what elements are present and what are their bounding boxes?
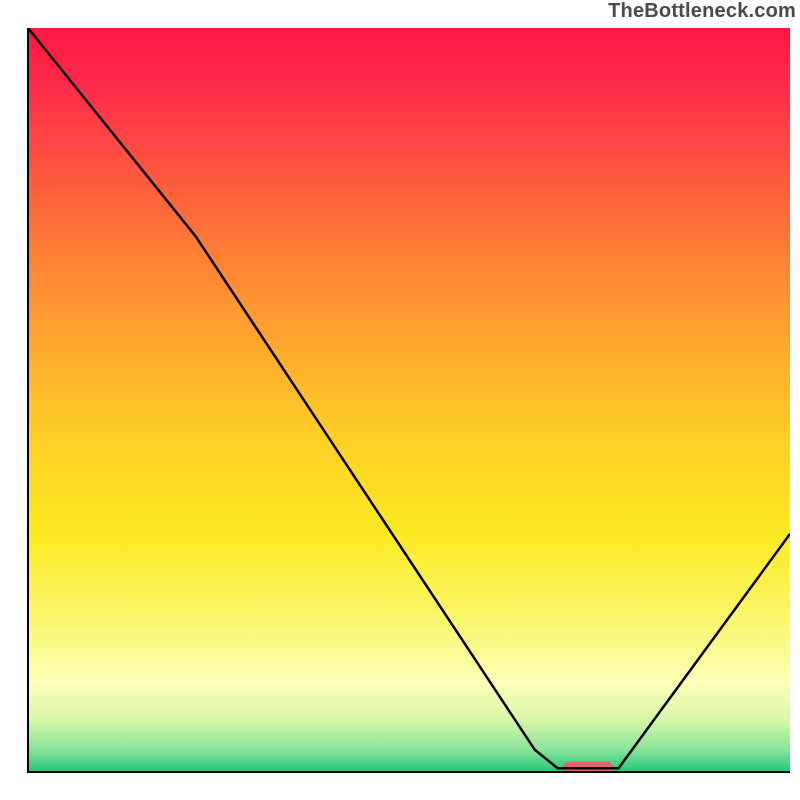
watermark-text: TheBottleneck.com [608, 0, 796, 23]
gradient-background [28, 28, 790, 772]
chart-container: TheBottleneck.com [0, 0, 800, 800]
bottleneck-chart [0, 0, 800, 800]
